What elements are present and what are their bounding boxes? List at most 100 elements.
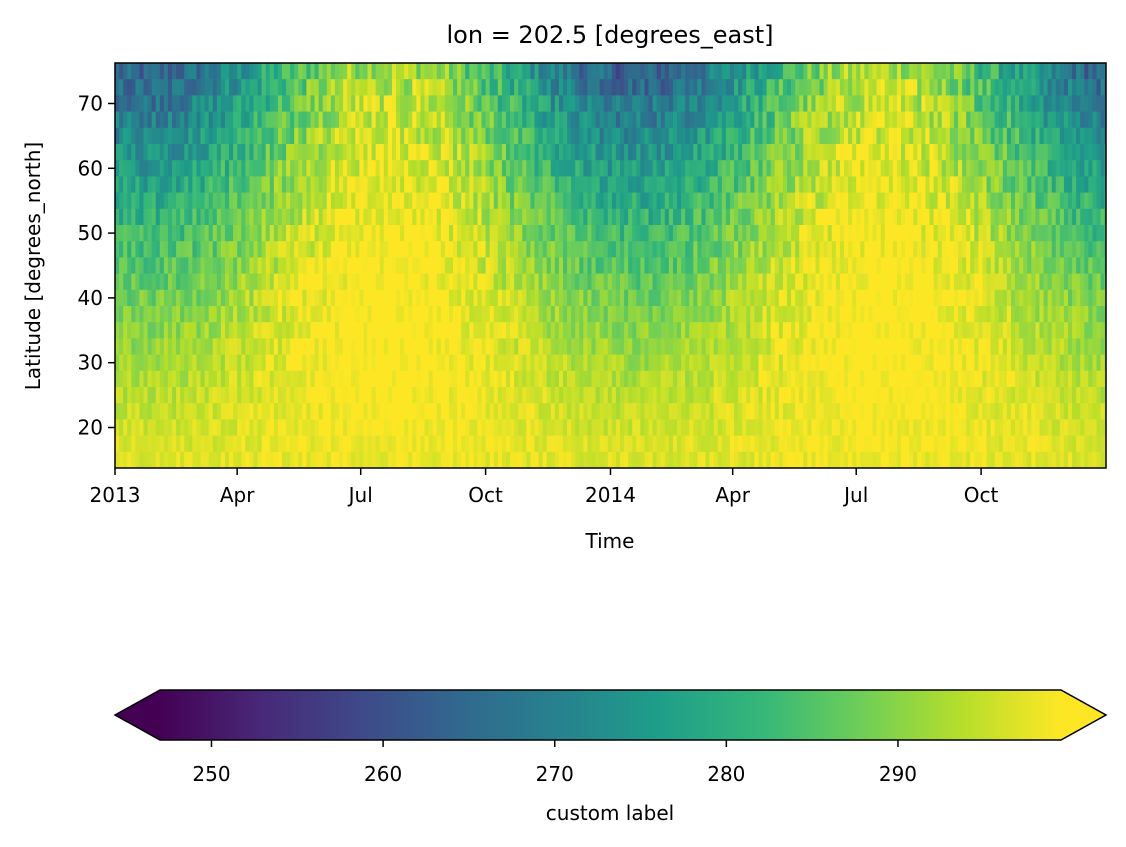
heatmap-cell: [131, 370, 136, 388]
heatmap-cell: [1051, 306, 1057, 323]
heatmap-cell: [253, 370, 259, 388]
heatmap-cell: [530, 192, 536, 210]
heatmap-cell: [648, 208, 654, 226]
heatmap-cell: [359, 289, 365, 307]
heatmap-cell: [269, 144, 275, 161]
heatmap-cell: [750, 257, 755, 274]
heatmap-cell: [795, 208, 800, 226]
heatmap-cell: [607, 322, 613, 339]
heatmap-cell: [505, 322, 511, 339]
heatmap-cell: [905, 208, 910, 226]
heatmap-cell: [677, 354, 682, 372]
heatmap-cell: [1088, 79, 1094, 96]
heatmap-cell: [1006, 127, 1012, 145]
heatmap-cell: [1088, 241, 1094, 258]
heatmap-cell: [770, 225, 776, 242]
heatmap-cell: [685, 95, 690, 112]
heatmap-cell: [917, 192, 922, 210]
heatmap-cell: [176, 241, 181, 258]
heatmap-cell: [799, 273, 804, 291]
heatmap-cell: [860, 144, 865, 161]
heatmap-cell: [811, 144, 817, 161]
heatmap-cell: [440, 354, 446, 372]
heatmap-cell: [628, 241, 633, 258]
heatmap-cell: [505, 354, 511, 372]
heatmap-cell: [424, 63, 430, 80]
heatmap-cell: [1059, 257, 1065, 274]
heatmap-cell: [990, 176, 996, 193]
heatmap-cell: [909, 208, 914, 226]
heatmap-cell: [660, 225, 666, 242]
heatmap-cell: [978, 273, 984, 291]
heatmap-cell: [672, 144, 678, 161]
heatmap-cell: [542, 225, 548, 242]
heatmap-cell: [391, 160, 397, 177]
heatmap-cell: [167, 208, 173, 226]
heatmap-cell: [799, 289, 804, 307]
heatmap-cell: [1100, 160, 1106, 177]
heatmap-cell: [648, 338, 654, 355]
heatmap-cell: [652, 370, 658, 388]
heatmap-cell: [302, 289, 308, 307]
heatmap-cell: [497, 127, 503, 145]
heatmap-cell: [1092, 127, 1098, 145]
heatmap-cell: [200, 241, 206, 258]
heatmap-cell: [481, 225, 487, 242]
heatmap-cell: [884, 338, 890, 355]
heatmap-cell: [640, 225, 646, 242]
heatmap-cell: [599, 257, 605, 274]
heatmap-cell: [469, 241, 474, 258]
heatmap-cell: [391, 338, 397, 355]
heatmap-cell: [1059, 95, 1065, 112]
heatmap-cell: [876, 79, 882, 96]
heatmap-cell: [367, 127, 373, 145]
heatmap-cell: [672, 306, 678, 323]
heatmap-cell: [579, 257, 584, 274]
heatmap-cell: [896, 370, 902, 388]
heatmap-cell: [558, 63, 564, 80]
heatmap-cell: [925, 208, 931, 226]
heatmap-cell: [204, 127, 210, 145]
heatmap-cell: [518, 127, 523, 145]
heatmap-cell: [265, 257, 271, 274]
heatmap-cell: [872, 144, 878, 161]
heatmap-cell: [538, 144, 544, 161]
heatmap-cell: [986, 111, 992, 129]
heatmap-cell: [400, 338, 405, 355]
heatmap-cell: [636, 111, 641, 129]
heatmap-cell: [1067, 289, 1073, 307]
heatmap-cell: [742, 192, 747, 210]
heatmap-cell: [1027, 338, 1032, 355]
heatmap-cell: [444, 322, 450, 339]
heatmap-cell: [811, 111, 817, 129]
heatmap-cell: [998, 306, 1004, 323]
heatmap-cell: [1092, 257, 1098, 274]
heatmap-cell: [1027, 306, 1032, 323]
heatmap-cell: [689, 63, 694, 80]
heatmap-cell: [672, 338, 678, 355]
heatmap-cell: [351, 225, 356, 242]
heatmap-cell: [558, 176, 564, 193]
heatmap-cell: [241, 306, 246, 323]
heatmap-cell: [343, 354, 348, 372]
heatmap-cell: [909, 306, 914, 323]
heatmap-cell: [245, 79, 250, 96]
heatmap-cell: [571, 257, 576, 274]
heatmap-cell: [379, 192, 385, 210]
heatmap-cell: [864, 354, 870, 372]
heatmap-cell: [705, 273, 711, 291]
heatmap-cell: [1002, 354, 1008, 372]
heatmap-cell: [685, 225, 690, 242]
heatmap-cell: [656, 208, 662, 226]
heatmap-cell: [1080, 370, 1085, 388]
heatmap-cell: [522, 79, 527, 96]
heatmap-cell: [632, 306, 637, 323]
heatmap-cell: [306, 322, 312, 339]
heatmap-cell: [583, 208, 589, 226]
heatmap-cell: [729, 111, 735, 129]
heatmap-cell: [685, 289, 690, 307]
heatmap-cell: [131, 79, 136, 96]
heatmap-cell: [725, 338, 731, 355]
heatmap-cell: [799, 225, 804, 242]
heatmap-cell: [281, 338, 287, 355]
